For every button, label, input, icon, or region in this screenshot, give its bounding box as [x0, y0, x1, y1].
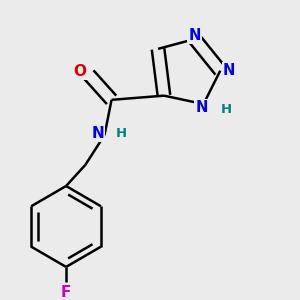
Text: N: N	[189, 28, 201, 43]
Text: N: N	[223, 63, 235, 78]
Text: N: N	[196, 100, 208, 115]
Text: F: F	[61, 285, 71, 300]
Text: H: H	[116, 127, 127, 140]
Text: O: O	[74, 64, 87, 79]
Text: N: N	[91, 126, 104, 141]
Text: H: H	[221, 103, 232, 116]
